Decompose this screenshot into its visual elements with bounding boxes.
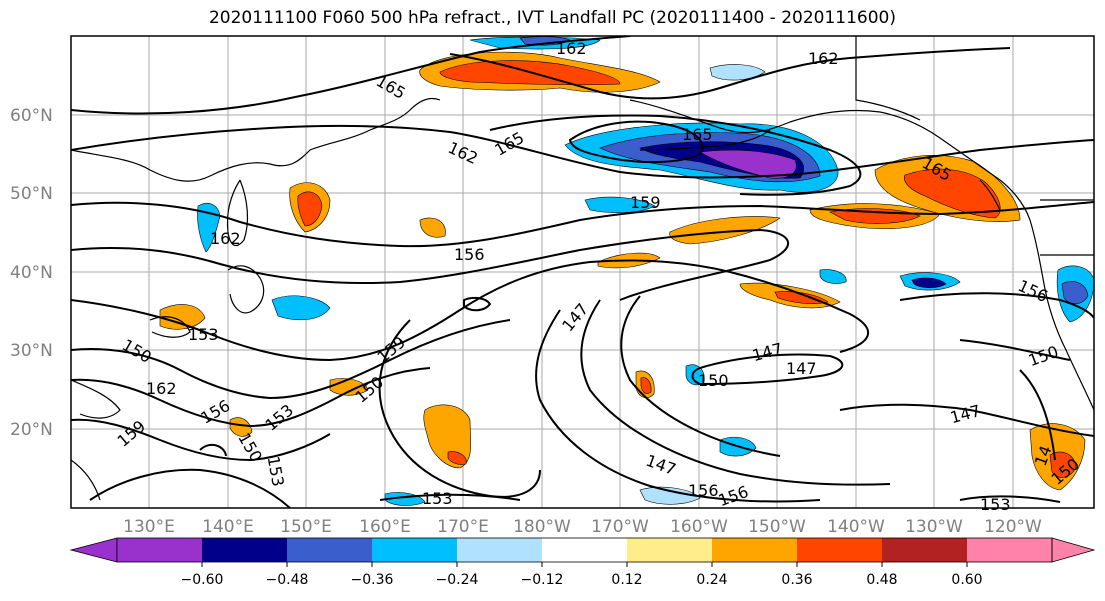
contour-label: 162: [556, 39, 587, 58]
lat-label: 30°N: [10, 341, 53, 361]
contour-label: 153: [422, 489, 453, 508]
colorbar: −0.60 −0.48 −0.36 −0.24 −0.12 0.12 0.24 …: [69, 537, 1096, 588]
latitude-labels: 60°N 50°N 40°N 30°N 20°N: [10, 106, 53, 440]
contour-label: 162: [808, 49, 839, 68]
asia-coast: [71, 97, 441, 182]
contour-label: 159: [630, 193, 661, 212]
lon-label: 120°W: [984, 517, 1042, 537]
lon-label: 180°W: [513, 517, 571, 537]
colorbar-swatch: [542, 538, 627, 562]
lon-label: 140°W: [827, 517, 885, 537]
colorbar-swatch: [967, 538, 1052, 562]
colorbar-tick-label: −0.12: [521, 572, 564, 588]
lon-label: 170°E: [437, 517, 489, 537]
colorbar-swatch: [712, 538, 797, 562]
lon-label: 150°E: [280, 517, 332, 537]
colorbar-tick-label: 0.12: [611, 572, 642, 588]
contour-label: 162: [146, 379, 177, 398]
lat-label: 50°N: [10, 184, 53, 204]
colorbar-tick-label: 0.24: [696, 572, 727, 588]
colorbar-tick-label: −0.48: [266, 572, 309, 588]
contour-label: 153: [980, 495, 1011, 514]
lon-label: 130°W: [905, 517, 963, 537]
lon-label: 160°W: [670, 517, 728, 537]
colorbar-swatch: [372, 538, 457, 562]
lon-label: 130°E: [123, 517, 175, 537]
contour-label: 150: [698, 371, 729, 390]
lon-label: 160°E: [359, 517, 411, 537]
colorbar-tick-label: −0.36: [351, 572, 394, 588]
coastlines: [71, 36, 1094, 501]
contour-label: 147: [786, 359, 817, 378]
alaska-coast: [629, 99, 1031, 221]
lat-label: 40°N: [10, 263, 53, 283]
colorbar-tick-label: 0.60: [951, 572, 982, 588]
colorbar-swatch: [117, 538, 202, 562]
map-frame: [70, 35, 1095, 509]
colorbar-tick-label: 0.36: [781, 572, 812, 588]
contour-lines: [71, 36, 1094, 508]
colorbar-swatch: [69, 537, 118, 563]
lat-label: 20°N: [10, 420, 53, 440]
colorbar-swatch: [202, 538, 287, 562]
lon-label: 150°W: [748, 517, 806, 537]
colorbar-swatch: [627, 538, 712, 562]
colorbar-tick-label: −0.24: [436, 572, 479, 588]
longitude-labels: 130°E 140°E 150°E 160°E 170°E 180°W 170°…: [123, 517, 1042, 537]
lat-label: 60°N: [10, 106, 53, 126]
colorbar-swatch: [457, 538, 542, 562]
colorbar-swatch: [882, 538, 967, 562]
shaded-regions: [159, 36, 1094, 506]
na-west-coast: [1029, 219, 1094, 411]
colorbar-swatch: [1051, 537, 1096, 563]
lon-label: 140°E: [202, 517, 254, 537]
lon-label: 170°W: [591, 517, 649, 537]
contour-label: 162: [210, 229, 241, 248]
colorbar-tick-label: −0.60: [181, 572, 224, 588]
contour-label: 156: [688, 481, 719, 500]
colorbar-swatch: [287, 538, 372, 562]
contour-label: 156: [454, 245, 485, 264]
colorbar-swatch: [797, 538, 882, 562]
contour-label: 153: [188, 325, 219, 344]
chart-title: 2020111100 F060 500 hPa refract., IVT La…: [208, 8, 896, 28]
contour-label: 165: [682, 125, 713, 144]
gridlines: [71, 36, 1094, 508]
colorbar-tick-label: 0.48: [866, 572, 897, 588]
